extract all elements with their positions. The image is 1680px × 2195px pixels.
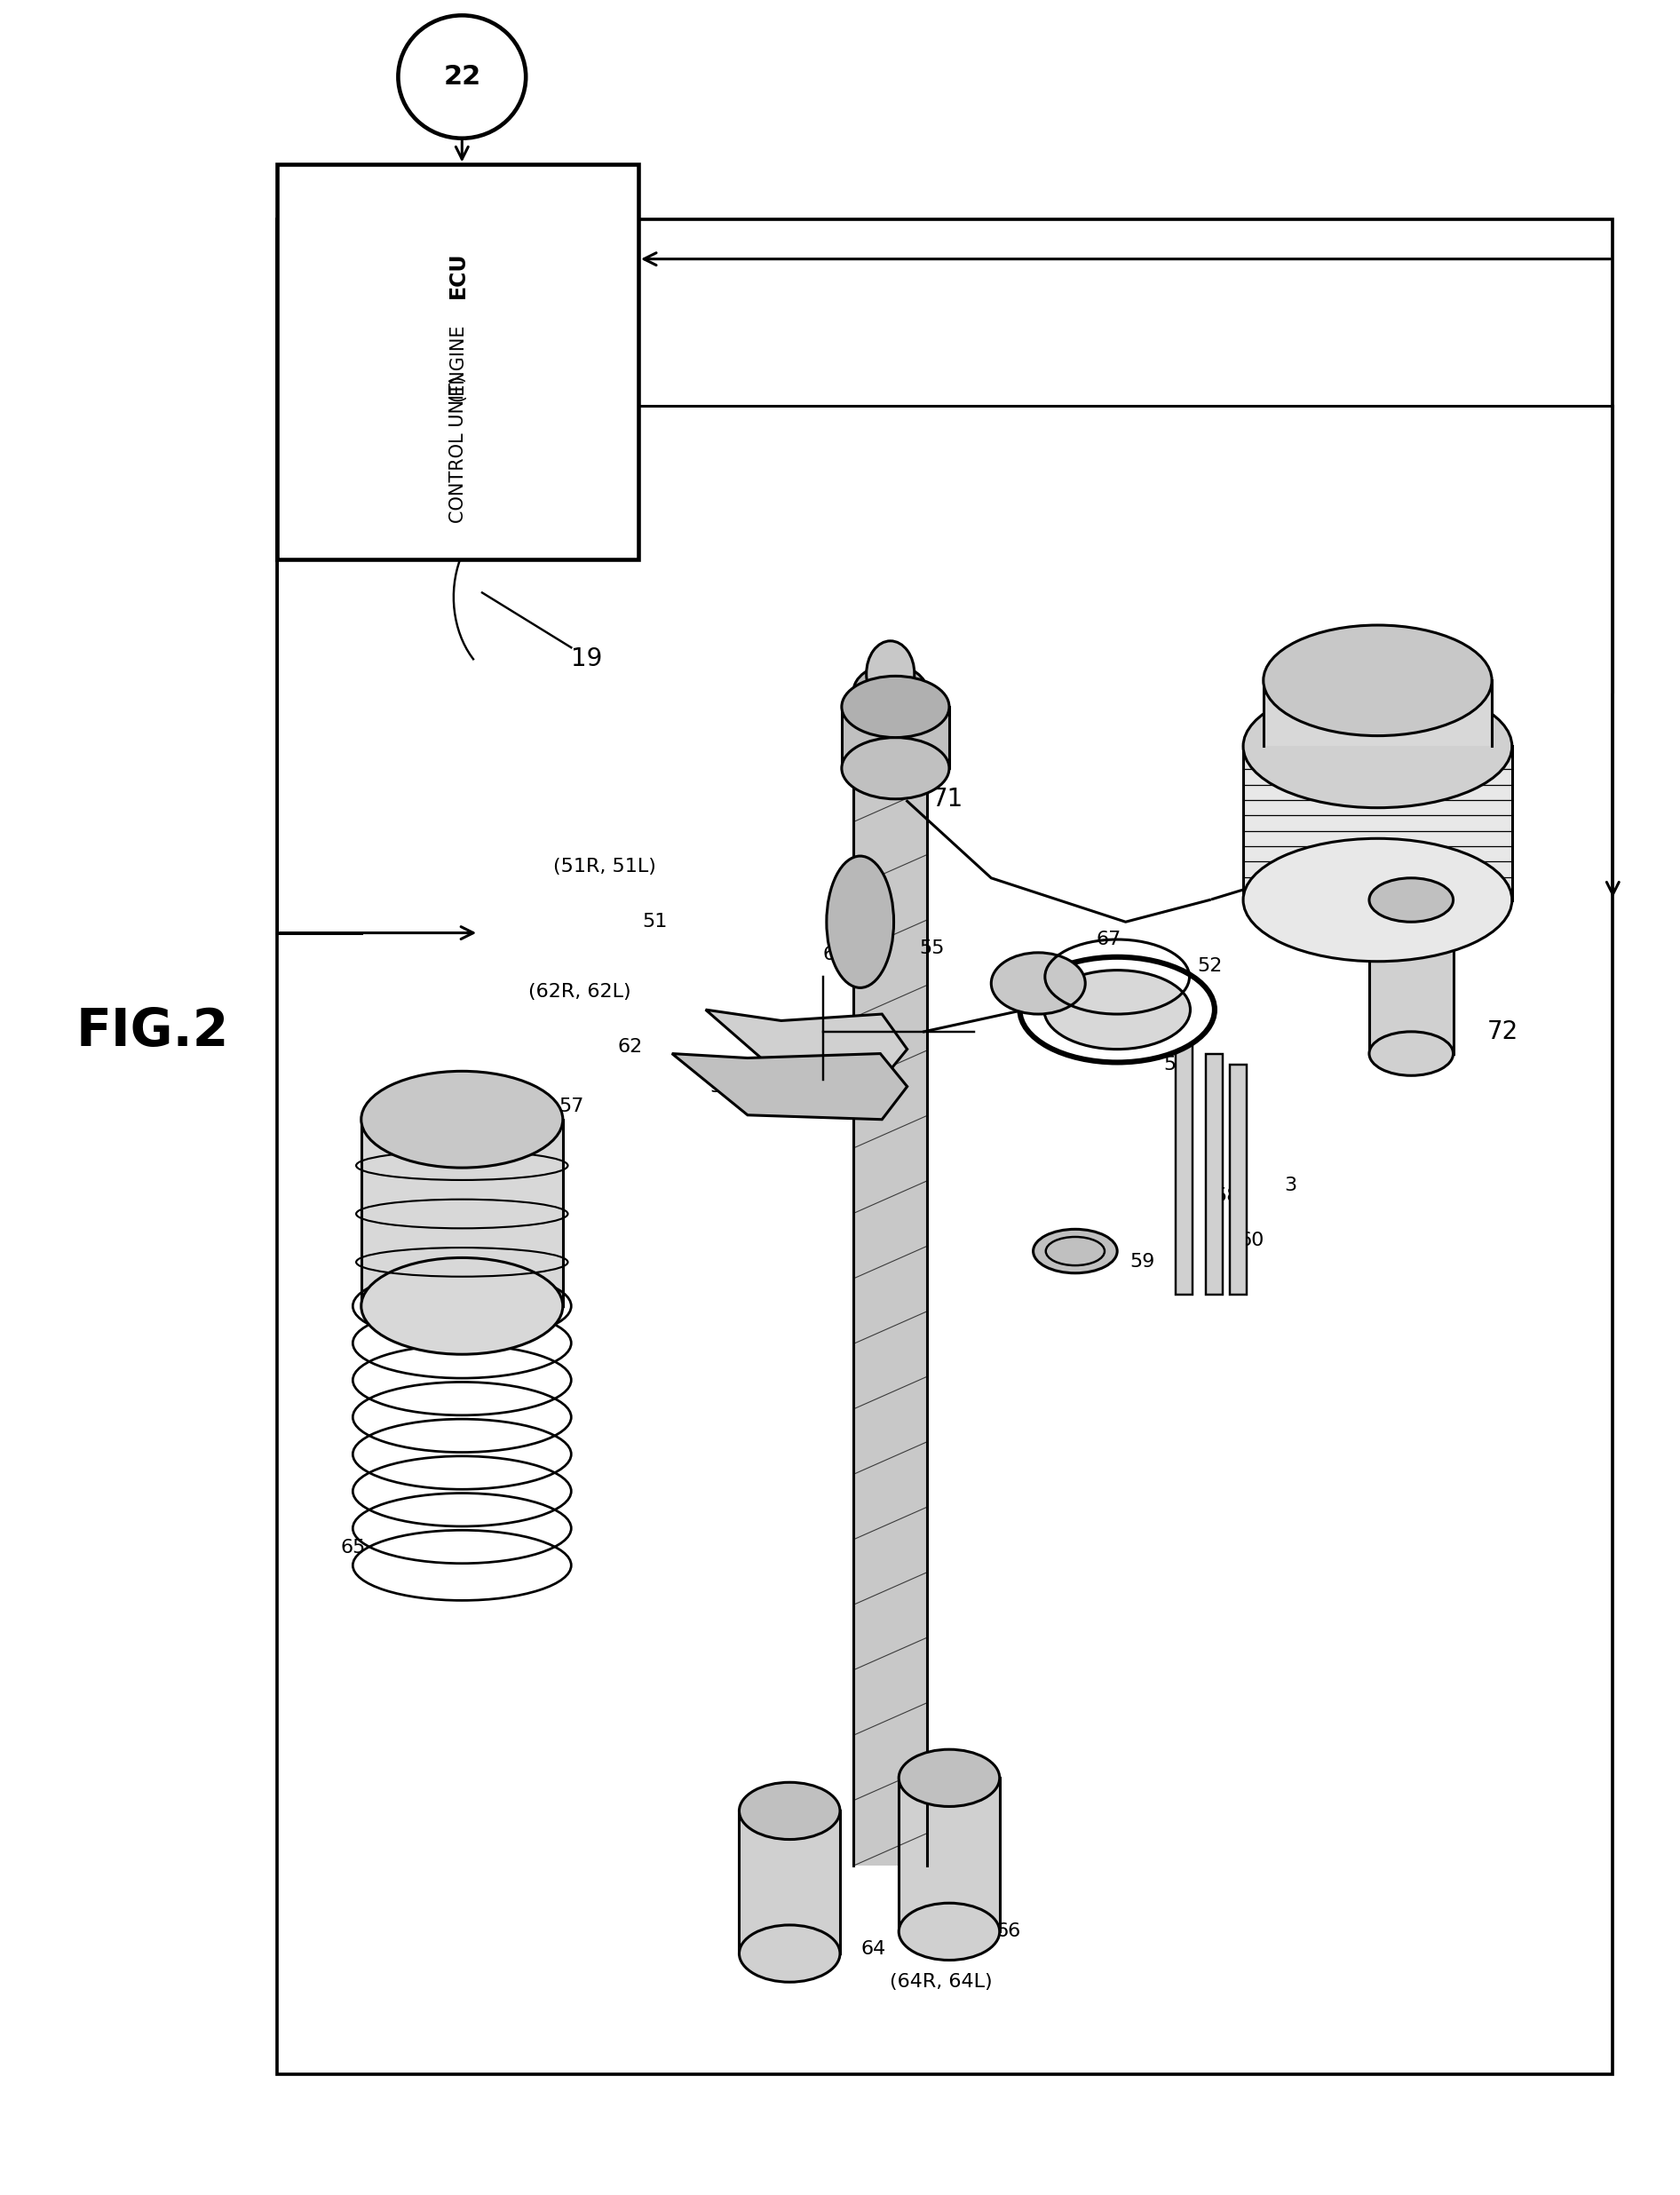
Ellipse shape — [853, 665, 927, 718]
Ellipse shape — [361, 1071, 563, 1168]
Ellipse shape — [1043, 970, 1191, 1049]
Bar — [739, 1811, 840, 1954]
Bar — [853, 691, 927, 1866]
Text: 68: 68 — [823, 946, 847, 964]
Text: 55: 55 — [919, 939, 946, 957]
Text: (ENGINE: (ENGINE — [449, 323, 467, 402]
Text: (51R, 51L): (51R, 51L) — [553, 858, 657, 876]
Text: (64R, 64L): (64R, 64L) — [889, 1973, 993, 1991]
Ellipse shape — [899, 1749, 1000, 1806]
Text: 73: 73 — [1462, 788, 1494, 814]
Bar — [1230, 1065, 1247, 1295]
Text: 54: 54 — [1164, 1056, 1188, 1073]
Ellipse shape — [398, 15, 526, 138]
Ellipse shape — [1263, 626, 1492, 735]
Text: 58: 58 — [1215, 1187, 1238, 1205]
Ellipse shape — [361, 1258, 563, 1354]
Text: FIG.2: FIG.2 — [76, 1005, 228, 1058]
Text: 53: 53 — [1173, 1001, 1196, 1018]
Bar — [842, 707, 949, 768]
Bar — [1263, 680, 1492, 746]
Ellipse shape — [991, 953, 1085, 1014]
Text: 64: 64 — [862, 1940, 885, 1958]
Ellipse shape — [1243, 685, 1512, 808]
Text: (62R, 62L): (62R, 62L) — [528, 983, 632, 1001]
Text: ECU: ECU — [447, 252, 469, 299]
Ellipse shape — [1020, 957, 1215, 1062]
Text: 56: 56 — [711, 1078, 734, 1095]
Polygon shape — [706, 1010, 907, 1080]
Text: 60: 60 — [1240, 1231, 1263, 1249]
Text: 71: 71 — [932, 786, 964, 812]
Text: 59: 59 — [1131, 1253, 1154, 1271]
Ellipse shape — [867, 641, 914, 707]
Bar — [1243, 746, 1512, 900]
Ellipse shape — [1243, 838, 1512, 961]
Ellipse shape — [899, 1903, 1000, 1960]
Ellipse shape — [739, 1782, 840, 1839]
Bar — [277, 220, 1613, 2074]
Polygon shape — [672, 1054, 907, 1119]
Text: 72: 72 — [1487, 1018, 1519, 1045]
Text: 66: 66 — [996, 1923, 1020, 1940]
Text: 52: 52 — [1198, 957, 1221, 975]
Ellipse shape — [1369, 878, 1453, 922]
Text: 67: 67 — [1097, 931, 1121, 948]
Text: 3: 3 — [1284, 1177, 1297, 1194]
Bar — [277, 165, 638, 560]
Bar — [1369, 900, 1453, 1054]
Bar — [899, 1778, 1000, 1932]
Ellipse shape — [827, 856, 894, 988]
Text: CONTROL UNIT): CONTROL UNIT) — [449, 375, 467, 522]
Ellipse shape — [739, 1925, 840, 1982]
Text: 19: 19 — [571, 645, 603, 672]
Text: 63: 63 — [383, 1122, 407, 1139]
Ellipse shape — [842, 738, 949, 799]
Ellipse shape — [842, 676, 949, 738]
Ellipse shape — [1369, 1032, 1453, 1076]
Text: 51: 51 — [643, 913, 667, 931]
Bar — [361, 1119, 563, 1306]
Text: 65: 65 — [341, 1539, 365, 1556]
Text: 57: 57 — [559, 1098, 583, 1115]
Text: 62: 62 — [618, 1038, 642, 1056]
Bar — [1176, 1032, 1193, 1295]
Bar — [1206, 1054, 1223, 1295]
Ellipse shape — [1033, 1229, 1117, 1273]
Text: 22: 22 — [444, 64, 480, 90]
